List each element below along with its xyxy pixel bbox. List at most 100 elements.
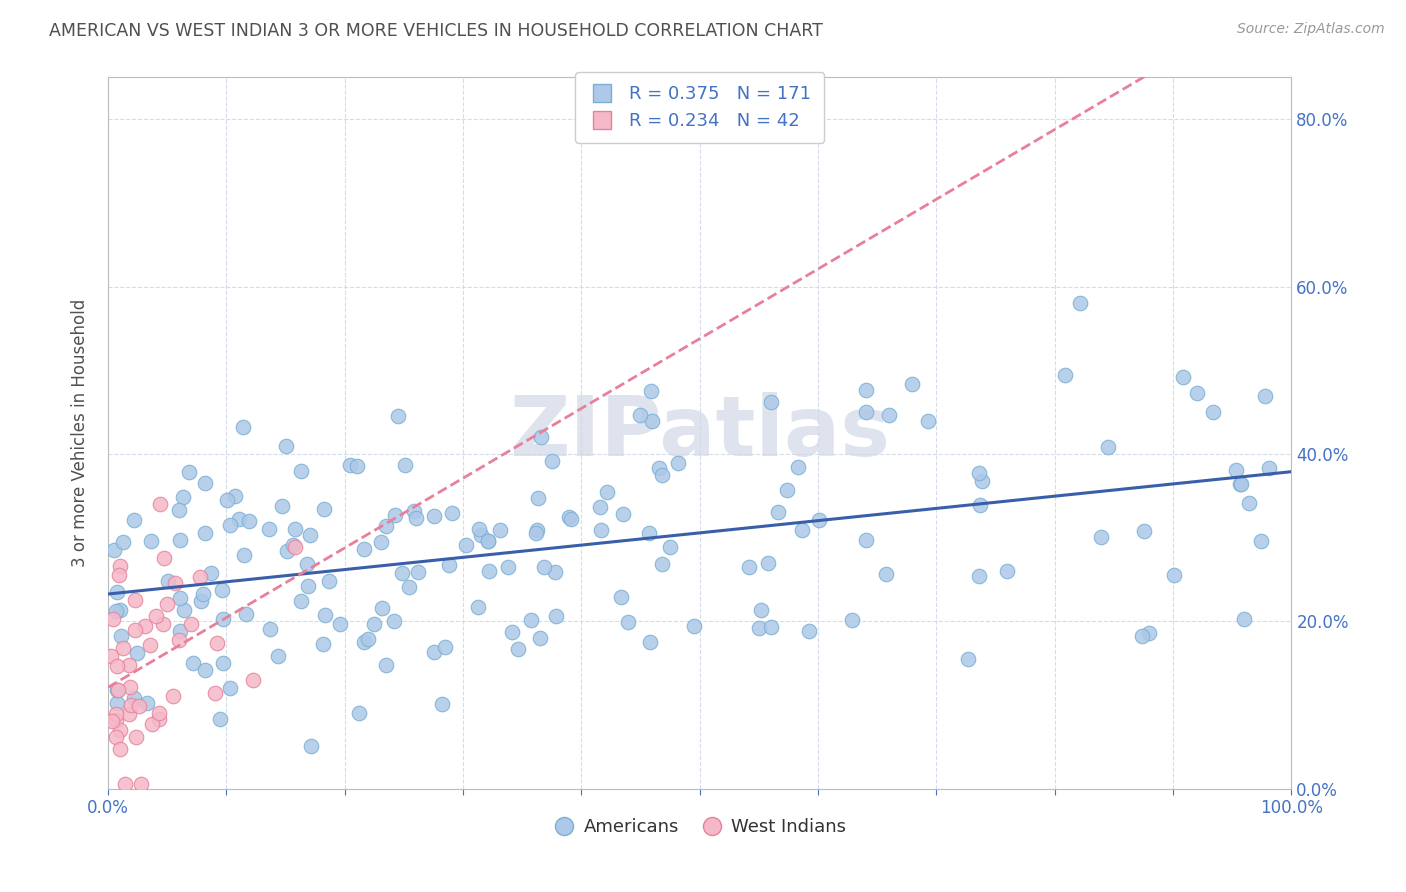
Point	[422, 508, 444, 523]
Point	[496, 559, 519, 574]
Point	[638, 634, 661, 648]
Point	[967, 466, 990, 480]
Point	[224, 489, 246, 503]
Point	[346, 459, 368, 474]
Point	[956, 652, 979, 666]
Point	[423, 645, 446, 659]
Point	[589, 524, 612, 538]
Point	[738, 560, 761, 574]
Point	[105, 584, 128, 599]
Point	[1229, 476, 1251, 491]
Point	[112, 534, 135, 549]
Point	[751, 603, 773, 617]
Point	[797, 624, 820, 638]
Point	[1133, 524, 1156, 538]
Point	[295, 558, 318, 572]
Point	[114, 777, 136, 791]
Point	[218, 517, 240, 532]
Point	[371, 601, 394, 615]
Point	[108, 602, 131, 616]
Point	[541, 454, 564, 468]
Text: ZIPatlas: ZIPatlas	[509, 392, 890, 474]
Point	[1130, 629, 1153, 643]
Point	[149, 497, 172, 511]
Point	[901, 376, 924, 391]
Y-axis label: 3 or more Vehicles in Household: 3 or more Vehicles in Household	[72, 299, 89, 567]
Point	[610, 590, 633, 604]
Point	[108, 558, 131, 573]
Point	[595, 485, 617, 500]
Point	[533, 559, 555, 574]
Point	[349, 706, 371, 720]
Point	[430, 697, 453, 711]
Point	[1090, 530, 1112, 544]
Point	[129, 777, 152, 791]
Point	[180, 617, 202, 632]
Point	[257, 522, 280, 536]
Point	[120, 698, 142, 712]
Point	[297, 579, 319, 593]
Point	[374, 519, 396, 533]
Point	[120, 680, 142, 694]
Point	[967, 568, 990, 582]
Point	[212, 612, 235, 626]
Point	[612, 507, 634, 521]
Point	[544, 566, 567, 580]
Point	[488, 523, 510, 537]
Point	[394, 458, 416, 472]
Point	[387, 409, 409, 424]
Point	[290, 594, 312, 608]
Point	[1225, 463, 1247, 477]
Point	[169, 624, 191, 639]
Point	[194, 475, 217, 490]
Point	[917, 414, 939, 428]
Point	[139, 533, 162, 548]
Point	[124, 623, 146, 637]
Point	[136, 696, 159, 710]
Point	[501, 624, 523, 639]
Point	[668, 456, 690, 470]
Point	[776, 483, 799, 497]
Point	[875, 567, 897, 582]
Point	[204, 686, 226, 700]
Point	[1054, 368, 1077, 382]
Point	[127, 646, 149, 660]
Point	[169, 533, 191, 548]
Point	[855, 533, 877, 548]
Point	[683, 619, 706, 633]
Point	[440, 506, 463, 520]
Point	[1097, 440, 1119, 454]
Point	[617, 615, 640, 630]
Point	[298, 528, 321, 542]
Point	[546, 609, 568, 624]
Point	[194, 663, 217, 677]
Point	[276, 544, 298, 558]
Point	[339, 458, 361, 473]
Point	[877, 409, 900, 423]
Point	[207, 636, 229, 650]
Point	[312, 501, 335, 516]
Point	[152, 616, 174, 631]
Point	[468, 522, 491, 536]
Point	[651, 557, 673, 571]
Point	[110, 629, 132, 643]
Point	[284, 540, 307, 554]
Point	[209, 712, 232, 726]
Point	[318, 574, 340, 589]
Point	[651, 468, 673, 483]
Point	[766, 506, 789, 520]
Point	[311, 637, 333, 651]
Point	[145, 608, 167, 623]
Point	[1163, 568, 1185, 582]
Point	[855, 383, 877, 397]
Point	[589, 500, 612, 514]
Point	[560, 512, 582, 526]
Point	[165, 576, 187, 591]
Point	[267, 648, 290, 663]
Point	[557, 510, 579, 524]
Point	[434, 640, 457, 654]
Point	[384, 508, 406, 523]
Point	[212, 656, 235, 670]
Point	[405, 511, 427, 525]
Point	[122, 691, 145, 706]
